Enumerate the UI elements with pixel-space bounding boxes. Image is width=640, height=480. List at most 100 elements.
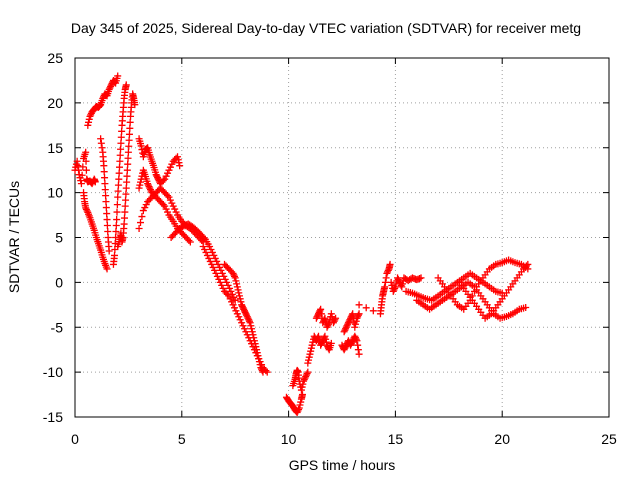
data-point [399,280,407,288]
data-point [120,214,128,222]
data-point [103,210,111,218]
data-point [101,186,109,194]
data-point [226,284,234,292]
data-point [255,355,263,363]
data-point [208,260,216,268]
data-point [124,148,132,156]
data-point [352,320,360,328]
data-point [84,121,92,129]
data-point [258,365,266,373]
data-point [229,301,237,309]
data-point [100,168,108,176]
x-tick-label: 20 [494,431,510,447]
data-point [135,225,143,233]
data-point [233,310,241,318]
data-point [296,401,304,409]
data-point [320,334,328,342]
data-point [244,314,252,322]
data-point [103,265,111,273]
data-point [122,184,130,192]
data-point [522,262,530,270]
data-point [302,371,310,379]
data-point [112,228,120,236]
data-point [203,251,211,259]
data-point [299,380,307,388]
y-tick-label: 5 [55,230,63,246]
data-point [212,269,220,277]
data-point [329,319,337,327]
data-point [257,364,265,372]
data-point [122,196,130,204]
data-point [382,274,390,282]
data-point [354,341,362,349]
data-point [381,283,389,291]
data-point [362,304,370,312]
data-point [101,174,109,182]
data-point [236,295,244,303]
data-point [324,320,332,328]
data-point [352,334,360,342]
data-point [297,386,305,394]
data-point [238,302,246,310]
data-point [102,198,110,206]
data-point [237,298,245,306]
data-point [221,275,229,283]
data-point [346,316,354,324]
data-point [115,169,123,177]
y-tick-label: -10 [43,364,63,380]
data-point [384,266,392,274]
data-point [214,260,222,268]
data-point [97,139,105,147]
data-point [249,331,257,339]
data-point [142,201,150,209]
data-point [122,81,130,89]
data-point [164,208,172,216]
data-point [305,353,313,361]
data-point [383,269,391,277]
data-point [144,180,152,188]
data-point [340,328,348,336]
data-point [231,274,239,282]
data-point [316,307,324,315]
data-point [82,148,90,156]
data-point [162,205,170,213]
data-point [398,283,406,291]
data-point [394,275,402,283]
data-point [391,283,399,291]
data-point [82,205,90,213]
data-point [247,322,255,330]
data-point [122,190,130,198]
data-point [305,356,313,364]
data-point [323,323,331,331]
data-point [114,187,122,195]
data-point [145,183,153,191]
x-axis-label: GPS time / hours [289,457,396,473]
data-point [205,254,213,262]
data-point [77,180,85,188]
data-point [85,115,93,123]
data-point [112,222,120,230]
data-point [126,124,134,132]
plot-frame [74,57,610,418]
data-point [306,350,314,358]
data-point [153,172,161,180]
data-point [230,271,238,279]
data-point [226,295,234,303]
data-point [114,193,122,201]
data-point [295,406,303,414]
data-point [171,205,179,213]
data-point [293,409,301,417]
data-point [223,290,231,298]
data-point [304,359,312,367]
data-point [87,111,95,119]
data-point [230,304,238,312]
data-point [246,319,254,327]
data-point [118,127,126,135]
data-point [106,84,114,92]
data-points [71,72,532,417]
data-point [166,163,174,171]
data-point [213,257,221,265]
data-point [102,204,110,212]
data-point [219,284,227,292]
